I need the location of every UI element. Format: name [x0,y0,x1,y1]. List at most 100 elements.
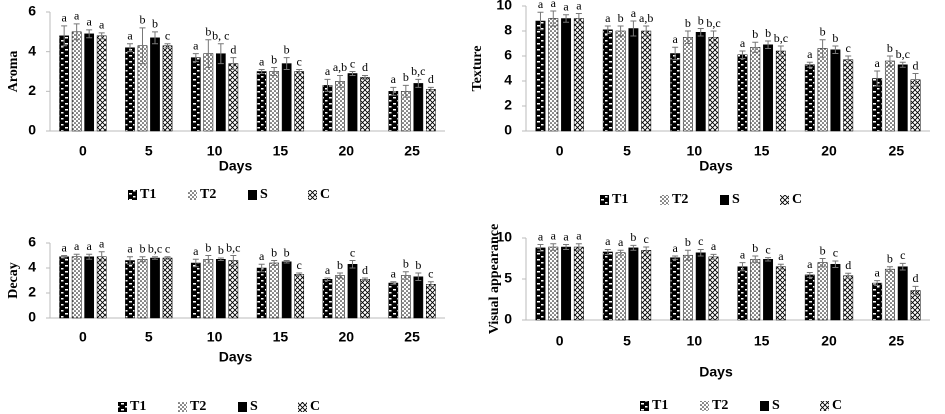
significance-letter: a [61,11,67,25]
error-bar [806,271,813,278]
error-bar [402,84,409,98]
x-tick-label: 25 [889,143,905,159]
bar [335,81,345,132]
bar [347,73,358,132]
error-bar [271,67,278,76]
error-bar [362,277,369,281]
bar [884,268,895,321]
legend-label: T2 [200,187,216,202]
y-tick-label: 10 [496,0,512,13]
error-bar [152,256,159,260]
significance-letter: a [563,229,569,243]
legend-label: T1 [612,192,628,207]
legend-swatch [600,195,609,205]
x-tick-label: 5 [623,143,631,159]
bar [695,32,706,132]
bar [335,275,345,319]
error-bar [73,23,80,41]
significance-letter: b [765,26,771,40]
error-bar [710,253,717,260]
error-bar [912,285,919,296]
significance-letter: b,c [411,64,425,78]
bar [347,264,358,319]
y-tick-label: 0 [28,122,36,138]
error-bar [643,246,650,255]
error-bar [672,46,679,61]
error-bar [710,30,717,44]
bar [84,33,95,132]
error-bar [336,272,343,279]
y-tick-label: 2 [28,82,36,98]
significance-letter: b [630,230,636,244]
legend-label: S [772,398,780,413]
error-bar [630,244,637,251]
legend-label: T1 [652,398,668,413]
significance-letter: a [807,257,813,271]
significance-letter: b,c [774,31,788,45]
significance-letter: b [685,16,691,30]
error-bar [349,71,356,76]
significance-letter: c [846,41,851,55]
error-bar [164,43,171,49]
significance-letter: a [538,229,544,243]
significance-letter: a [563,0,569,14]
error-bar [752,41,759,53]
significance-letter: b [403,70,409,84]
significance-letter: a [61,240,67,254]
significance-letter: d [428,72,434,86]
error-bar [258,263,265,273]
error-bar [427,281,434,288]
significance-letter: a [874,56,880,70]
bar [281,261,292,319]
bar [360,279,370,319]
bar [573,246,584,321]
bar [872,282,883,321]
bar [137,259,148,319]
x-tick-label: 5 [623,333,631,349]
error-bar [832,260,839,269]
error-bar [550,243,557,251]
y-tick-label: 5 [504,270,512,286]
error-bar [362,74,369,80]
significance-letter: a [576,228,582,242]
bar [71,31,82,132]
error-bar [777,263,784,270]
bar [535,247,546,321]
legend-swatch [188,190,197,200]
bar [561,246,572,321]
x-tick-label: 5 [145,329,153,345]
y-tick-label: 0 [28,309,36,325]
legend-swatch [720,195,729,205]
significance-letter: b,c [148,242,162,256]
error-bar [139,27,146,65]
significance-letter: b [618,11,624,25]
error-bar [98,32,105,40]
bar [535,20,546,132]
error-bar [819,39,826,58]
significance-letter: a [193,38,199,52]
error-bar [874,70,881,87]
error-bar [61,25,68,47]
error-bar [230,57,237,71]
legend-swatch [660,195,669,205]
y-tick-label: 10 [496,229,512,245]
x-tick-label: 0 [556,143,564,159]
error-bar [390,86,397,96]
error-bar [402,271,409,280]
bar [910,79,921,132]
error-bar [765,257,772,262]
bar [425,89,436,132]
error-bar [415,78,422,88]
error-bar [98,251,105,263]
error-bar [61,255,68,259]
significance-letter: a [874,265,880,279]
error-bar [349,260,356,269]
bar [548,18,559,132]
bar [817,262,828,321]
error-bar [537,244,544,252]
y-axis-label: Decay [6,262,21,299]
y-tick-label: 8 [504,22,512,38]
legend-label: S [260,187,268,202]
significance-letter: b,c [226,240,240,254]
